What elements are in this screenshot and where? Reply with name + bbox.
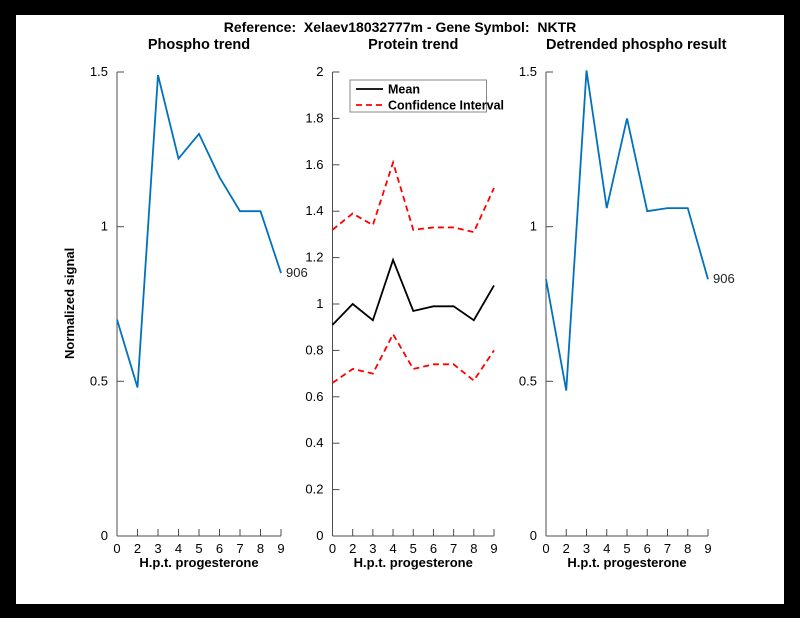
svg-text:0: 0: [542, 541, 549, 556]
svg-text:1.5: 1.5: [519, 64, 537, 79]
svg-text:7: 7: [664, 541, 671, 556]
svg-text:2: 2: [563, 541, 570, 556]
svg-text:906: 906: [713, 271, 735, 286]
svg-text:0: 0: [530, 528, 537, 543]
svg-text:9: 9: [704, 541, 711, 556]
svg-text:6: 6: [644, 541, 651, 556]
svg-text:5: 5: [623, 541, 630, 556]
svg-text:8: 8: [684, 541, 691, 556]
svg-text:1: 1: [530, 219, 537, 234]
svg-text:0.5: 0.5: [519, 373, 537, 388]
svg-text:4: 4: [603, 541, 610, 556]
svg-text:3: 3: [583, 541, 590, 556]
